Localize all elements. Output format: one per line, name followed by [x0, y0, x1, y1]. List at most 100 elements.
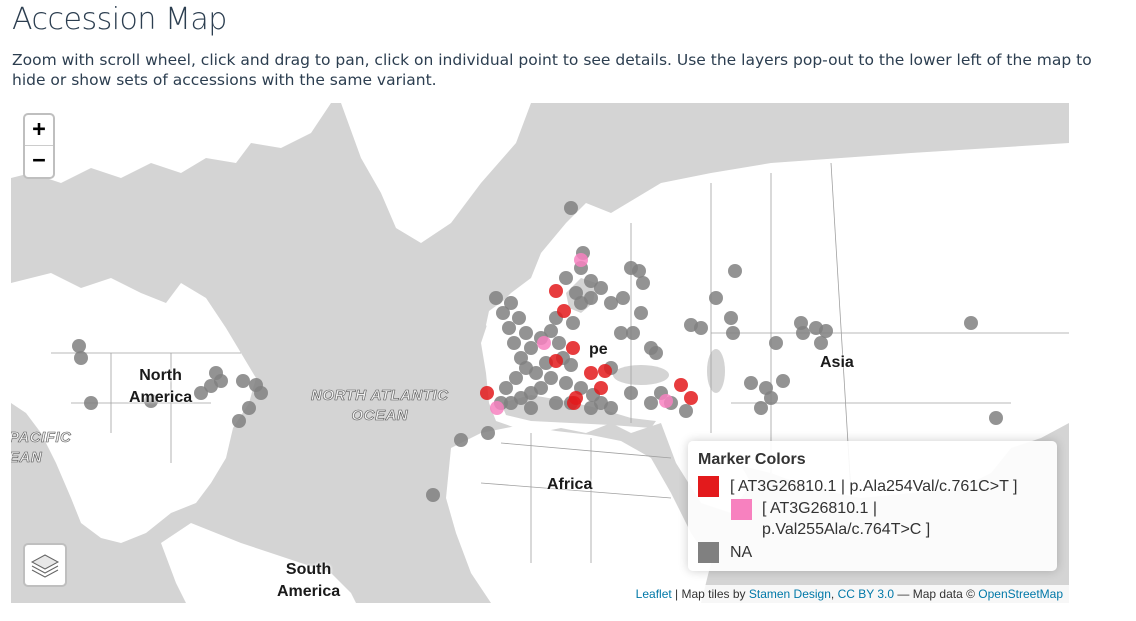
accession-marker-na-9[interactable] [254, 386, 268, 400]
openstreetmap-link[interactable]: OpenStreetMap [978, 587, 1063, 601]
accession-marker-ala254val-8[interactable] [567, 396, 581, 410]
accession-marker-na-12[interactable] [144, 394, 158, 408]
accession-marker-na-62[interactable] [724, 311, 738, 325]
accession-marker-na-83[interactable] [529, 366, 543, 380]
accession-marker-na-24[interactable] [632, 264, 646, 278]
accession-marker-na-34[interactable] [524, 341, 538, 355]
accession-marker-na-28[interactable] [489, 291, 503, 305]
accession-marker-na-90[interactable] [566, 316, 580, 330]
accession-marker-na-88[interactable] [584, 274, 598, 288]
accession-marker-na-13[interactable] [454, 433, 468, 447]
accession-map[interactable]: North America South America Africa Asia … [11, 103, 1069, 603]
accession-marker-ala254val-4[interactable] [584, 366, 598, 380]
zoom-control: + − [23, 113, 55, 179]
accession-marker-na-80[interactable] [584, 401, 598, 415]
accession-marker-na-6[interactable] [214, 374, 228, 388]
accession-marker-na-1[interactable] [74, 351, 88, 365]
accession-marker-na-92[interactable] [616, 291, 630, 305]
accession-marker-na-46[interactable] [534, 381, 548, 395]
accession-marker-ala254val-2[interactable] [566, 341, 580, 355]
accession-marker-na-64[interactable] [744, 376, 758, 390]
accession-marker-ala254val-6[interactable] [598, 364, 612, 378]
attribution-text-2: — Map data © [894, 587, 979, 601]
accession-marker-ala254val-1[interactable] [557, 304, 571, 318]
accession-marker-na-66[interactable] [764, 391, 778, 405]
accession-marker-na-61[interactable] [694, 321, 708, 335]
zoom-in-button[interactable]: + [25, 115, 53, 146]
accession-marker-na-52[interactable] [524, 401, 538, 415]
accession-marker-na-71[interactable] [819, 324, 833, 338]
accession-marker-na-16[interactable] [564, 201, 578, 215]
accession-marker-na-53[interactable] [549, 396, 563, 410]
label-africa: Africa [547, 476, 593, 493]
accession-marker-na-59[interactable] [649, 346, 663, 360]
mediterranean-sea [501, 395, 656, 428]
accession-marker-na-86[interactable] [504, 296, 518, 310]
zoom-out-button[interactable]: − [32, 148, 46, 173]
accession-marker-na-94[interactable] [679, 404, 693, 418]
accession-marker-na-10[interactable] [242, 401, 256, 415]
map-instructions: Zoom with scroll wheel, click and drag t… [12, 51, 1092, 89]
accession-marker-na-75[interactable] [989, 411, 1003, 425]
map-base-layer [11, 103, 1069, 603]
accession-marker-na-57[interactable] [634, 306, 648, 320]
accession-marker-ala254val-3[interactable] [549, 354, 563, 368]
accession-marker-na-95[interactable] [754, 401, 768, 415]
layers-control-button[interactable] [23, 543, 67, 587]
accession-marker-na-67[interactable] [776, 374, 790, 388]
accession-marker-na-37[interactable] [552, 336, 566, 350]
accession-marker-ala254val-9[interactable] [674, 378, 688, 392]
accession-marker-na-40[interactable] [509, 371, 523, 385]
accession-marker-val255ala-1[interactable] [537, 336, 551, 350]
accession-marker-na-22[interactable] [594, 281, 608, 295]
accession-marker-na-69[interactable] [796, 326, 810, 340]
accession-marker-na-36[interactable] [544, 324, 558, 338]
black-sea [613, 365, 669, 385]
accession-marker-na-78[interactable] [624, 386, 638, 400]
accession-marker-na-55[interactable] [614, 326, 628, 340]
accession-marker-na-30[interactable] [502, 321, 516, 335]
accession-marker-na-47[interactable] [544, 371, 558, 385]
legend-swatch-red [698, 476, 719, 497]
accession-marker-na-25[interactable] [636, 276, 650, 290]
accession-marker-na-76[interactable] [644, 396, 658, 410]
legend-title: Marker Colors [698, 451, 806, 468]
accession-marker-na-7[interactable] [236, 374, 250, 388]
accession-marker-na-79[interactable] [604, 401, 618, 415]
accession-marker-na-48[interactable] [559, 376, 573, 390]
accession-marker-na-91[interactable] [604, 296, 618, 310]
accession-marker-val255ala-0[interactable] [574, 253, 588, 267]
accession-marker-ala254val-11[interactable] [480, 386, 494, 400]
arctic-land [11, 103, 331, 183]
accession-marker-ala254val-5[interactable] [594, 381, 608, 395]
accession-marker-ala254val-0[interactable] [549, 284, 563, 298]
leaflet-link[interactable]: Leaflet [635, 587, 672, 601]
accession-marker-na-14[interactable] [481, 426, 495, 440]
accession-marker-val255ala-2[interactable] [490, 401, 504, 415]
accession-marker-na-84[interactable] [519, 326, 533, 340]
label-north-atlantic: NORTH ATLANTIC OCEAN [311, 387, 449, 425]
accession-marker-na-0[interactable] [72, 339, 86, 353]
accession-marker-ala254val-10[interactable] [684, 391, 698, 405]
accession-marker-na-27[interactable] [728, 264, 742, 278]
accession-marker-na-21[interactable] [584, 291, 598, 305]
accession-marker-na-29[interactable] [496, 306, 510, 320]
accession-marker-na-26[interactable] [709, 291, 723, 305]
stamen-design-link[interactable]: Stamen Design [748, 587, 831, 601]
accession-marker-na-41[interactable] [499, 381, 513, 395]
accession-marker-val255ala-3[interactable] [659, 394, 673, 408]
cc-by-link[interactable]: CC BY 3.0 [837, 587, 895, 601]
accession-marker-na-56[interactable] [626, 326, 640, 340]
accession-marker-na-15[interactable] [426, 488, 440, 502]
accession-marker-na-18[interactable] [559, 271, 573, 285]
accession-marker-na-72[interactable] [814, 336, 828, 350]
accession-marker-na-11[interactable] [232, 414, 246, 428]
accession-marker-na-5[interactable] [194, 386, 208, 400]
accession-marker-na-74[interactable] [964, 316, 978, 330]
accession-marker-na-31[interactable] [507, 336, 521, 350]
accession-marker-na-63[interactable] [726, 326, 740, 340]
accession-marker-na-39[interactable] [564, 358, 578, 372]
accession-marker-na-85[interactable] [512, 311, 526, 325]
accession-marker-na-2[interactable] [84, 396, 98, 410]
accession-marker-na-73[interactable] [769, 336, 783, 350]
